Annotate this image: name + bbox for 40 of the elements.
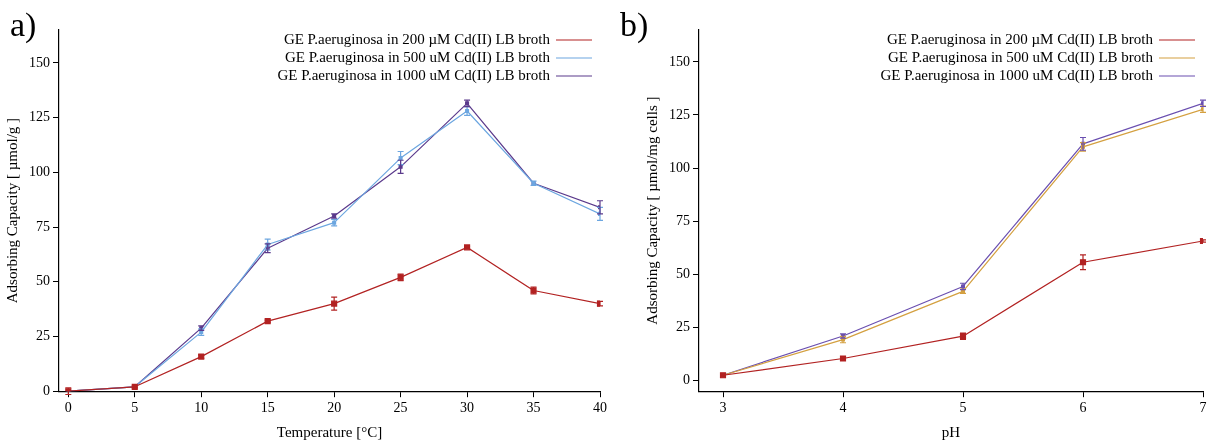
chart-title: a) [10, 5, 37, 44]
legend-label: GE P.aeruginosa in 1000 uM Cd(II) LB broth [277, 66, 551, 84]
x-tick-label: 25 [393, 400, 408, 416]
x-tick-label: 5 [131, 400, 139, 416]
y-tick-label: 150 [669, 53, 690, 69]
x-axis-title: Temperature [°C] [276, 423, 383, 440]
y-tick-label: 25 [36, 328, 50, 344]
y-tick-label: 100 [29, 163, 50, 179]
x-tick-label: 10 [194, 400, 209, 416]
y-tick-label: 0 [683, 372, 690, 388]
y-tick-label: 50 [36, 273, 50, 289]
legend-label: GE P.aeruginosa in 200 µM Cd(II) LB broth [283, 30, 551, 48]
x-tick-label: 3 [719, 400, 727, 416]
chart-title: b) [620, 5, 649, 44]
x-tick-label: 40 [593, 400, 607, 416]
x-tick-label: 7 [1199, 400, 1207, 416]
x-tick-label: 6 [1079, 400, 1087, 416]
x-axis-title: pH [941, 423, 961, 440]
y-tick-label: 125 [669, 106, 690, 122]
legend-label: GE P.aeruginosa in 500 uM Cd(II) LB broth [888, 48, 1154, 66]
y-tick-label: 50 [676, 266, 690, 282]
y-tick-label: 25 [676, 319, 690, 335]
y-tick-label: 75 [676, 212, 690, 228]
x-tick-label: 20 [327, 400, 342, 416]
x-tick-label: 0 [64, 400, 72, 416]
legend-label: GE P.aeruginosa in 1000 uM Cd(II) LB broth [880, 66, 1154, 84]
legend-label: GE P.aeruginosa in 200 µM Cd(II) LB broth [886, 30, 1154, 48]
x-tick-label: 15 [260, 400, 275, 416]
x-tick-label: 30 [460, 400, 475, 416]
legend-label: GE P.aeruginosa in 500 uM Cd(II) LB broth [285, 48, 551, 66]
y-axis-title: Adsorbing Capacity [ µmol/g ] [3, 117, 20, 304]
y-tick-label: 150 [29, 54, 50, 70]
x-tick-label: 5 [959, 400, 967, 416]
x-tick-label: 4 [839, 400, 847, 416]
y-axis-title: Adsorbing Capacity [ µmol/mg cells ] [643, 96, 660, 325]
y-tick-label: 125 [29, 109, 50, 125]
y-tick-label: 100 [669, 159, 690, 175]
y-tick-label: 0 [43, 382, 50, 398]
x-tick-label: 35 [526, 400, 541, 416]
y-tick-label: 75 [36, 218, 50, 234]
